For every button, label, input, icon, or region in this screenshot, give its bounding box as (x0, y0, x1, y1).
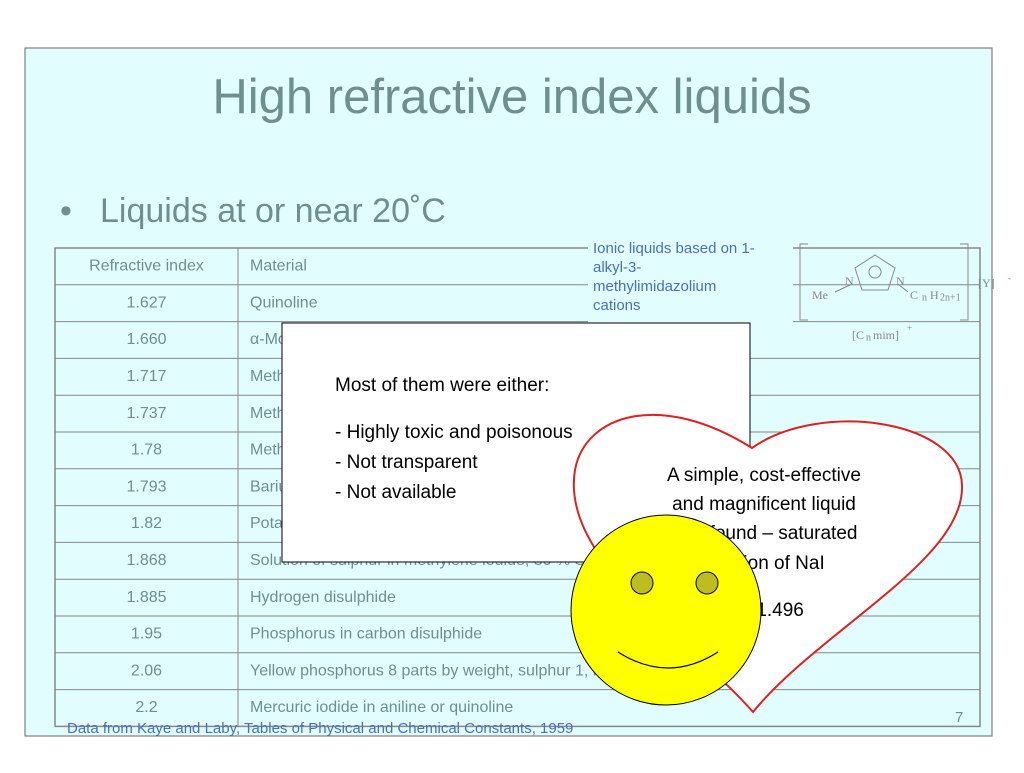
title: High refractive index liquids (212, 70, 811, 124)
cell: Mercuric iodide in aniline or quinoline (250, 699, 513, 716)
smiley-eye (630, 571, 654, 595)
svg-text:Me: Me (812, 288, 828, 302)
cell: 2.2 (135, 699, 157, 716)
cell: Material (250, 258, 307, 275)
ionic-note-bg (588, 238, 793, 324)
ionic-note-line: alkyl-3- (593, 259, 641, 276)
cell: 2.06 (131, 662, 162, 679)
cell: 1.78 (131, 442, 162, 459)
svg-text:C: C (910, 288, 918, 302)
callout-item: - Not transparent (335, 452, 478, 473)
smiley-face (570, 514, 762, 706)
svg-text:N: N (896, 274, 905, 288)
heart-line: A simple, cost-effective (667, 465, 861, 486)
smiley-mouth (617, 651, 719, 669)
svg-text:mim]: mim] (873, 328, 899, 342)
cell: Refractive index (89, 258, 204, 275)
svg-text:n: n (866, 332, 871, 343)
bullet-dot: • (60, 192, 72, 230)
bullet: Liquids at or near 20˚C (100, 192, 446, 230)
cell: 1.95 (131, 626, 162, 643)
cell: 1.793 (126, 478, 166, 495)
cell: 1.660 (126, 331, 166, 348)
cell: 1.868 (126, 552, 166, 569)
cell: 1.82 (131, 515, 162, 532)
cell: Quinoline (250, 294, 318, 311)
svg-text:[C: [C (852, 328, 864, 342)
callout-heading: Most of them were either: (335, 375, 549, 396)
cell: 1.737 (126, 405, 166, 422)
svg-text:-: - (1008, 273, 1011, 283)
svg-text:N: N (845, 274, 854, 288)
molecule (799, 243, 969, 321)
ionic-note: Ionic liquids based on 1- alkyl-3- methyli… (588, 238, 793, 324)
callout-item: - Not available (335, 482, 456, 503)
callout-items: - Highly toxic and poisonous - Not transp… (335, 422, 573, 503)
svg-text:+: + (907, 323, 912, 333)
heart-line: and magnificent liquid (672, 494, 856, 515)
svg-text:2n+1: 2n+1 (940, 292, 961, 303)
cell: Phosphorus in carbon disulphide (250, 626, 482, 643)
ionic-note-line: methylimidazolium (593, 278, 716, 295)
page-number: 7 (955, 709, 963, 726)
svg-text:n: n (922, 292, 927, 303)
cell: 1.885 (126, 589, 166, 606)
cell: Hydrogen disulphide (250, 589, 396, 606)
ionic-note-line: Ionic liquids based on 1- (593, 240, 755, 257)
svg-text:H: H (930, 288, 939, 302)
source: Data from Kaye and Laby, Tables of Physi… (67, 720, 573, 737)
ionic-note-line: cations (593, 297, 641, 314)
svg-text:[Y]: [Y] (978, 276, 995, 290)
callout-item: - Highly toxic and poisonous (335, 422, 573, 443)
cell: 1.717 (126, 368, 166, 385)
cell: 1.627 (126, 294, 166, 311)
smiley-eye (695, 571, 719, 595)
